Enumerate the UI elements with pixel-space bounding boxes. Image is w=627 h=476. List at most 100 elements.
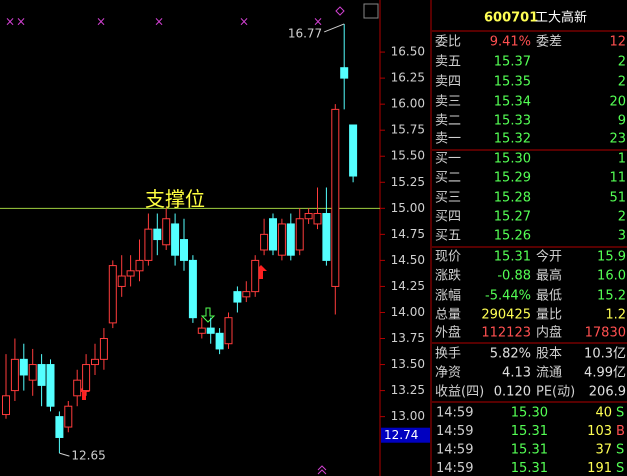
row-label: 卖五: [435, 55, 461, 70]
candle-body: [171, 223, 180, 256]
row-value: 15.27: [494, 210, 531, 225]
row-value: 15.35: [494, 75, 531, 90]
low-label: 12.65: [71, 449, 105, 463]
tick-price: 15.30: [511, 406, 548, 421]
row-value2: 17830: [585, 326, 626, 341]
row-value2: 12: [609, 35, 626, 50]
row-label2: 今开: [536, 249, 562, 265]
row-value2: 51: [609, 191, 626, 206]
stock-name: 工大高新: [535, 10, 587, 26]
row-value: 9.41%: [490, 35, 531, 50]
row-value: 15.34: [494, 95, 531, 110]
candle-body: [313, 213, 322, 225]
row-label: 换手: [435, 347, 461, 362]
current-price-box: [381, 427, 430, 443]
marker: ×: [239, 15, 249, 29]
stock-code: 600701: [484, 11, 538, 26]
row-label2: 委差: [536, 35, 562, 50]
candle-body: [144, 228, 153, 261]
y-tick-label: 13.25: [391, 383, 425, 397]
tick-price: 15.31: [511, 424, 548, 439]
row-label: 涨幅: [435, 289, 461, 304]
candle-body: [286, 223, 295, 256]
row-value2: 3: [618, 229, 626, 244]
tick-side: S: [616, 461, 624, 476]
row-value2: 16.0: [597, 269, 626, 284]
row-value2: 20: [609, 95, 626, 110]
candle-body: [340, 67, 349, 79]
marker: ×: [313, 15, 323, 29]
candle-body: [269, 218, 277, 251]
candle-body: [55, 416, 64, 438]
row-value: 15.29: [494, 171, 531, 186]
candle-body: [331, 108, 340, 287]
candle-body: [135, 259, 144, 272]
row-label2: 最高: [536, 268, 562, 284]
low-pointer: [59, 452, 70, 457]
tick-side: S: [616, 406, 624, 421]
row-value2: 15.2: [597, 289, 626, 304]
tick-time: 14:59: [436, 461, 473, 476]
tick-volume: 191: [587, 461, 612, 476]
row-value2: 10.3亿: [584, 347, 626, 362]
candle-body: [206, 327, 215, 334]
row-value2: 206.9: [589, 385, 626, 400]
row-label: 现价: [435, 250, 461, 265]
row-value2: 15.9: [597, 250, 626, 265]
row-value: 5.82%: [490, 347, 531, 362]
candle-body: [322, 213, 331, 261]
row-label: 涨跌: [435, 268, 461, 284]
y-tick-label: 14.75: [391, 227, 425, 241]
candle-body: [260, 233, 269, 251]
row-label: 卖二: [435, 114, 461, 129]
row-value: 15.31: [494, 250, 531, 265]
candle-body: [28, 364, 37, 381]
y-tick-label: 15.50: [391, 149, 425, 163]
row-label2: 股本: [536, 347, 562, 362]
y-tick-label: 13.50: [391, 357, 425, 371]
candle-body: [197, 327, 206, 334]
bottom-indicator: [317, 465, 327, 475]
row-value: 4.13: [502, 366, 531, 381]
y-tick-label: 13.00: [391, 409, 425, 423]
y-tick-label: 16.50: [391, 45, 425, 59]
row-value2: 2: [618, 55, 626, 70]
candle-body: [304, 213, 313, 220]
y-tick-label: 13.75: [391, 331, 425, 345]
candle-body: [126, 270, 135, 277]
marker: ×: [5, 15, 15, 29]
candle-body: [46, 364, 55, 407]
candle-body: [64, 405, 73, 428]
marker: ×: [96, 15, 106, 29]
row-label: 总量: [435, 308, 461, 323]
row-label: 卖一: [435, 132, 461, 147]
row-value: 15.28: [494, 191, 531, 206]
row-label: 净资: [435, 366, 461, 381]
candle-body: [99, 338, 108, 360]
candle-body: [73, 379, 82, 397]
row-value: 15.33: [494, 114, 531, 129]
candle-body: [117, 275, 126, 287]
tick-price: 15.31: [511, 443, 548, 458]
candle-body: [242, 291, 251, 298]
y-tick-label: 14.00: [391, 305, 425, 319]
row-value2: 4.99亿: [584, 366, 626, 381]
support-label: 支撑位: [145, 187, 205, 211]
row-label2: 量比: [536, 308, 562, 323]
tick-time: 14:59: [436, 406, 473, 421]
window-button[interactable]: [363, 3, 379, 19]
row-label: 买二: [435, 171, 461, 186]
row-value: -5.44%: [485, 289, 531, 304]
candle-body: [349, 124, 358, 177]
row-value: 15.26: [494, 229, 531, 244]
row-value2: 2: [618, 75, 626, 90]
y-tick-label: 15.25: [391, 175, 425, 189]
candle-body: [19, 358, 28, 376]
top-markers: × × × × × ×: [5, 15, 323, 29]
high-label: 16.77: [288, 26, 322, 40]
row-value2: 1: [618, 152, 626, 167]
row-label: 卖四: [435, 75, 461, 90]
row-label: 收益(四): [435, 385, 484, 400]
row-value2: 11: [609, 171, 626, 186]
